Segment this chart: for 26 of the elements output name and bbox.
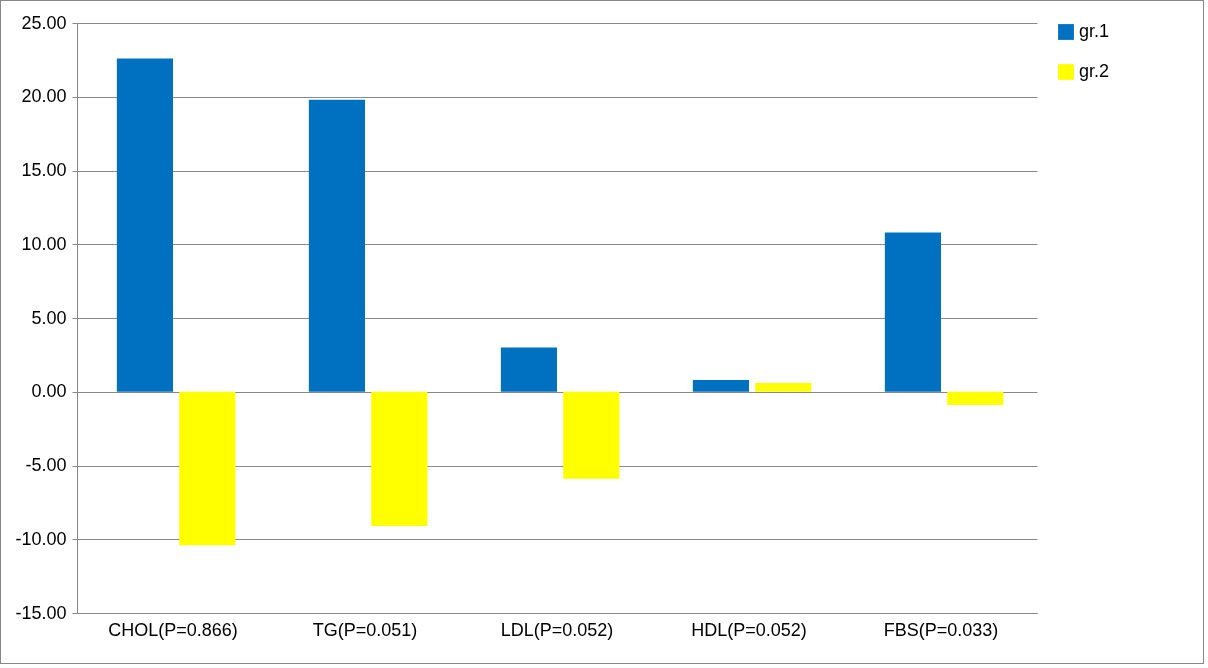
- y-tick-label: -15.00: [15, 602, 67, 623]
- y-tick-label: 20.00: [21, 86, 67, 107]
- bar: [563, 391, 620, 479]
- y-tick-label: 0.00: [31, 381, 67, 402]
- y-tick-label: 15.00: [21, 160, 67, 180]
- bar: [755, 382, 812, 392]
- bar: [692, 379, 749, 392]
- bar: [179, 391, 236, 546]
- x-tick-label: CHOL(P=0.866): [108, 619, 238, 640]
- x-tick-label: HDL(P=0.052): [691, 619, 807, 640]
- x-tick-label: FBS(P=0.033): [883, 619, 999, 640]
- y-tick-label: -10.00: [15, 528, 67, 549]
- y-tick-label: -5.00: [25, 455, 67, 475]
- legend-label: gr.1: [1079, 21, 1110, 41]
- bar: [116, 58, 173, 392]
- y-tick-label: 5.00: [31, 307, 67, 328]
- bar: [947, 391, 1004, 406]
- bar: [884, 232, 941, 392]
- y-tick-label: 25.00: [21, 12, 67, 33]
- bar: [371, 391, 428, 526]
- y-tick-label: 10.00: [21, 233, 67, 254]
- x-tick-label: TG(P=0.051): [312, 619, 418, 640]
- legend-label: gr.2: [1079, 61, 1110, 81]
- bar: [308, 99, 365, 392]
- x-tick-label: LDL(P=0.052): [500, 619, 614, 640]
- bar: [500, 347, 557, 392]
